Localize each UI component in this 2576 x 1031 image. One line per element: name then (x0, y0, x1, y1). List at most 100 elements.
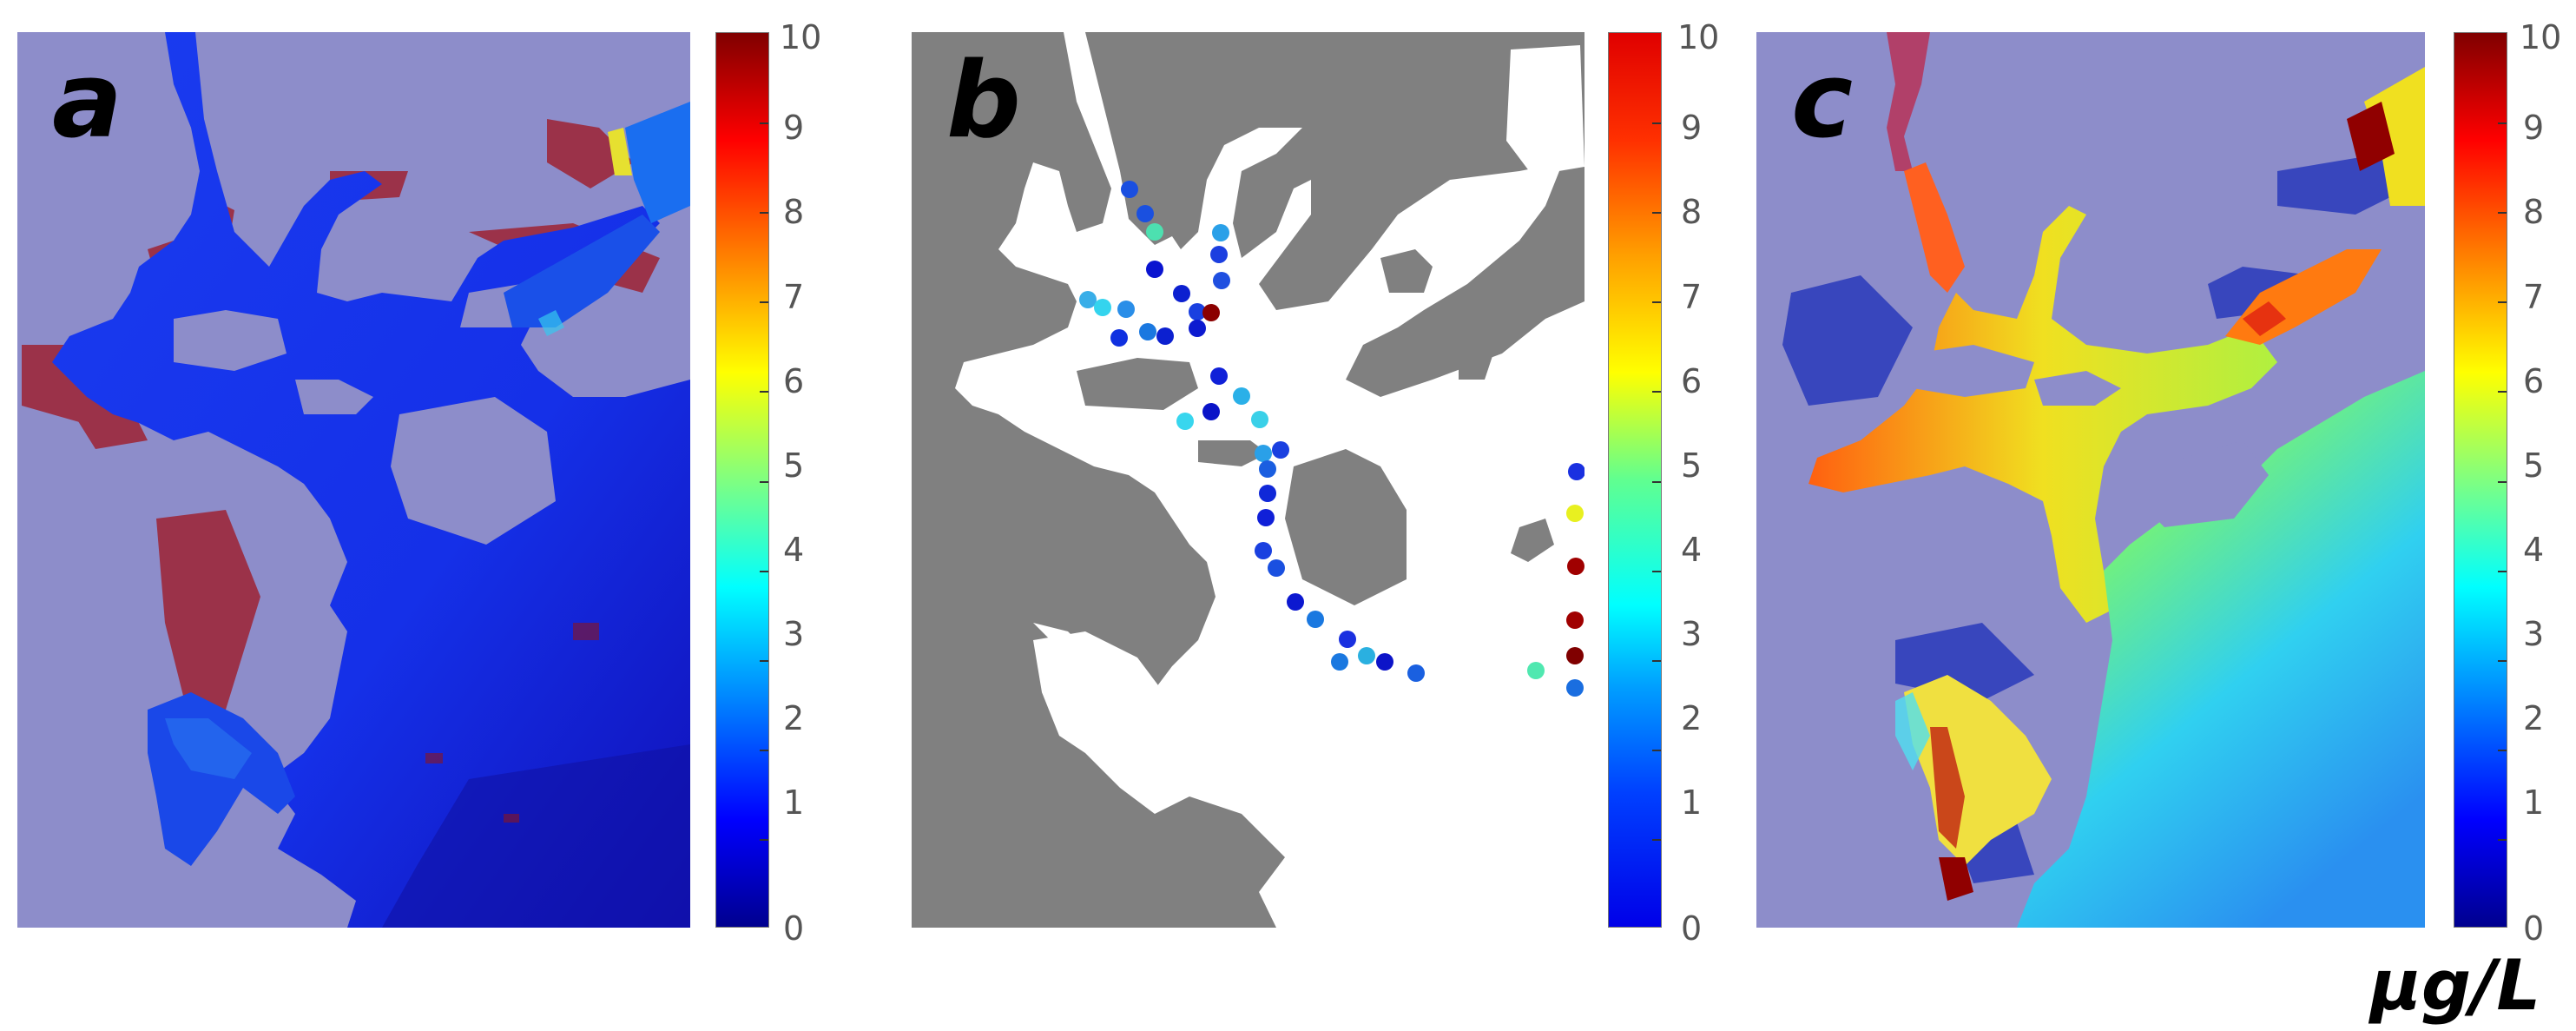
station-marker (1358, 647, 1375, 664)
station-marker (1146, 223, 1163, 241)
tick-label: 6 (1681, 362, 1703, 400)
colorbar-tick (1652, 480, 1661, 483)
station-marker (1139, 323, 1156, 340)
station-marker (1567, 558, 1584, 575)
colorbar-tick (760, 838, 768, 841)
tick-label: 2 (2523, 699, 2545, 737)
tick-label: 0 (1681, 909, 1703, 948)
station-marker (1202, 403, 1220, 420)
tick-label: 3 (1681, 615, 1703, 653)
station-marker (1233, 387, 1250, 405)
colorbar-tick (760, 391, 768, 393)
station-marker (1257, 509, 1275, 526)
tick-label: 5 (2523, 446, 2545, 485)
colorbar-tick (760, 301, 768, 304)
colorbar-tick (760, 749, 768, 751)
station-marker (1117, 301, 1135, 318)
station-marker (1268, 559, 1285, 577)
colorbar-tick (760, 570, 768, 572)
tick-label: 1 (783, 783, 805, 822)
tick-label: 4 (1681, 531, 1703, 569)
colorbar-tick (2498, 570, 2507, 572)
colorbar-tick (2498, 212, 2507, 215)
tick-label: 1 (2523, 783, 2545, 822)
tick-label: 10 (1677, 18, 1720, 56)
tick-label: 0 (2523, 909, 2545, 948)
tick-label: 8 (1681, 193, 1703, 231)
station-marker (1210, 246, 1228, 263)
station-marker (1251, 411, 1268, 428)
station-marker (1189, 320, 1206, 337)
colorbar-tick (760, 480, 768, 483)
station-marker (1156, 327, 1174, 345)
station-marker (1210, 367, 1228, 385)
tick-label: 6 (783, 362, 805, 400)
station-marker (1407, 664, 1425, 682)
station-marker (1213, 272, 1230, 289)
colorbar-tick (1652, 391, 1661, 393)
station-marker (1568, 463, 1584, 480)
station-marker (1202, 304, 1220, 321)
station-marker (1331, 653, 1348, 671)
panel-c-map: c (1756, 32, 2425, 928)
station-marker (1339, 631, 1356, 648)
colorbar-tick (2498, 122, 2507, 125)
colorbar-tick (2498, 659, 2507, 662)
tick-label: 10 (2520, 18, 2562, 56)
tick-label: 7 (2523, 278, 2545, 316)
tick-label: 7 (1681, 278, 1703, 316)
panel-c-label: c (1791, 41, 1854, 162)
station-marker (1566, 611, 1584, 629)
colorbar-tick (2498, 391, 2507, 393)
colorbar-tick (1652, 659, 1661, 662)
station-marker (1255, 542, 1272, 559)
station-markers (1079, 181, 1584, 697)
panel-c-heatmap (1782, 32, 2425, 928)
station-marker (1110, 329, 1128, 347)
tick-label: 7 (783, 278, 805, 316)
station-marker (1527, 662, 1545, 679)
colorbar-tick (1652, 301, 1661, 304)
station-marker (1079, 291, 1097, 308)
tick-label: 5 (1681, 446, 1703, 485)
tick-label: 5 (783, 446, 805, 485)
colorbar-tick (2498, 480, 2507, 483)
colorbar-tick (760, 659, 768, 662)
tick-label: 10 (780, 18, 822, 56)
colorbar-tick (1652, 122, 1661, 125)
station-marker (1307, 611, 1324, 628)
panel-b-station-map (955, 32, 1584, 928)
colorbar-tick (1652, 838, 1661, 841)
panel-a-colorbar (715, 32, 769, 928)
panel-a-label: a (52, 41, 122, 162)
station-marker (1212, 224, 1229, 241)
station-marker (1259, 485, 1276, 502)
tick-label: 0 (783, 909, 805, 948)
panel-a-map: a (17, 32, 690, 928)
tick-label: 8 (783, 193, 805, 231)
station-marker (1176, 413, 1194, 430)
colorbar-tick (2498, 749, 2507, 751)
tick-label: 1 (1681, 783, 1703, 822)
station-marker (1376, 653, 1393, 671)
tick-label: 3 (783, 615, 805, 653)
tick-label: 3 (2523, 615, 2545, 653)
station-marker (1121, 181, 1138, 198)
tick-label: 9 (783, 109, 805, 147)
unit-label: μg/L (2370, 945, 2541, 1026)
station-marker (1094, 299, 1111, 316)
colorbar-tick (1652, 570, 1661, 572)
colorbar-tick (1652, 212, 1661, 215)
station-marker (1146, 261, 1163, 278)
panel-b-label: b (946, 41, 1021, 162)
tick-label: 2 (783, 699, 805, 737)
panel-c-colorbar (2454, 32, 2507, 928)
colorbar-tick (2498, 301, 2507, 304)
colorbar-tick (2498, 838, 2507, 841)
station-marker (1272, 441, 1289, 459)
station-marker (1259, 460, 1276, 478)
station-marker (1136, 205, 1154, 222)
station-marker (1566, 505, 1584, 522)
panel-b-map: b (912, 32, 1584, 928)
station-marker (1566, 679, 1584, 697)
